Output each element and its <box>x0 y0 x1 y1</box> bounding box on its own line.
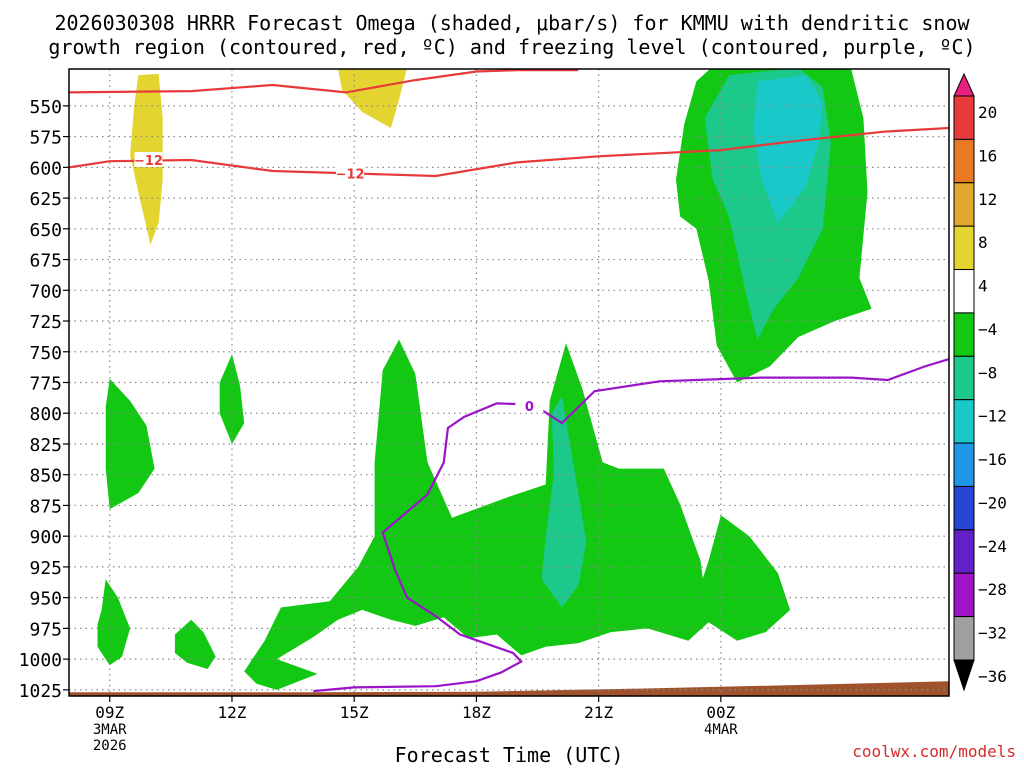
omega-region-yellow-15z <box>338 69 407 128</box>
plot-area: −12 −12 0 <box>69 69 949 696</box>
y-tick-label-875: 875 <box>29 496 62 517</box>
y-tick-label-600: 600 <box>29 158 62 179</box>
y-tick-label-675: 675 <box>29 251 62 272</box>
colorbar-segment-1 <box>953 95 975 140</box>
colorbar-label-4: 4 <box>978 277 988 296</box>
omega-region-teal-20z <box>541 396 587 608</box>
dgz-label-mid-bg <box>336 165 365 181</box>
omega-region-green-09z-lower <box>97 579 131 666</box>
x-tick-label-24-0: 00Z <box>706 703 735 722</box>
x-tick-label-15-0: 15Z <box>340 703 369 722</box>
y-tick-label-950: 950 <box>29 589 62 610</box>
colorbar-label-11: −28 <box>978 580 1007 599</box>
colorbar-label-1: 16 <box>978 146 997 165</box>
y-tick-label-975: 975 <box>29 619 62 640</box>
colorbar-segment-3 <box>953 182 975 227</box>
omega-region-green-0z-lower <box>696 515 791 641</box>
colorbar-segment-5 <box>953 269 975 314</box>
dgz-contour-upper <box>69 69 579 94</box>
y-tick-label-900: 900 <box>29 527 62 548</box>
freezing-level-contour <box>313 358 949 693</box>
colorbar-segment-8 <box>953 399 975 444</box>
colorbar-segment-13 <box>953 616 975 661</box>
credit-text: coolwx.com/models <box>852 742 1016 761</box>
colorbar-segment-11 <box>953 529 975 574</box>
colorbar-label-3: 8 <box>978 233 988 252</box>
colorbar-segment-6 <box>953 312 975 357</box>
colorbar-label-9: −20 <box>978 493 1007 512</box>
dgz-label-mid: −12 <box>336 168 365 183</box>
colorbar-label-10: −24 <box>978 537 1007 556</box>
chart-title-line1: 2026030308 HRRR Forecast Omega (shaded, … <box>54 11 970 35</box>
colorbar-label-6: −8 <box>978 363 997 382</box>
colorbar-segment-9 <box>953 442 975 487</box>
x-axis-label: Forecast Time (UTC) <box>395 743 624 767</box>
y-tick-label-625: 625 <box>29 189 62 210</box>
dgz-label-left: −12 <box>134 154 163 169</box>
dgz-contour-lower <box>69 126 949 178</box>
x-tick-label-21-0: 21Z <box>584 703 613 722</box>
x-tick-label-12-0: 12Z <box>218 703 247 722</box>
freezing-label: 0 <box>525 400 534 415</box>
x-tick-label-9-2: 2026 <box>93 738 127 754</box>
terrain-fill <box>69 681 949 696</box>
y-tick-label-850: 850 <box>29 466 62 487</box>
y-tick-label-750: 750 <box>29 343 62 364</box>
colorbar-segment-4 <box>953 225 975 271</box>
colorbar-label-7: −12 <box>978 407 1007 426</box>
colorbar-label-5: −4 <box>978 320 997 339</box>
colorbar-segment-12 <box>953 572 975 618</box>
dgz-label-left-bg <box>134 151 163 167</box>
y-tick-label-725: 725 <box>29 312 62 333</box>
colorbar-label-8: −16 <box>978 450 1007 469</box>
y-tick-label-650: 650 <box>29 220 62 241</box>
colorbar-segment-10 <box>953 485 975 531</box>
y-tick-label-1000: 1000 <box>19 650 62 671</box>
y-tick-label-550: 550 <box>29 97 62 118</box>
y-tick-label-925: 925 <box>29 558 62 579</box>
colorbar-label-2: 12 <box>978 190 997 209</box>
freezing-label-bg <box>515 397 544 413</box>
x-tick-label-18-0: 18Z <box>462 703 491 722</box>
colorbar-label-13: −36 <box>978 667 1007 686</box>
chart-title-line2: growth region (contoured, red, ºC) and f… <box>48 35 975 59</box>
x-tick-label-24-1: 4MAR <box>704 722 738 738</box>
y-tick-label-775: 775 <box>29 374 62 395</box>
x-tick-label-9-1: 3MAR <box>93 722 127 738</box>
y-tick-label-1025: 1025 <box>19 681 62 702</box>
colorbar-segment-2 <box>953 138 975 184</box>
omega-region-green-11z <box>174 619 216 669</box>
colorbar-segment-7 <box>953 355 975 401</box>
colorbar-top-arrow <box>953 72 975 97</box>
x-tick-label-9-0: 09Z <box>95 703 124 722</box>
colorbar-label-12: −32 <box>978 624 1007 643</box>
y-tick-label-575: 575 <box>29 128 62 149</box>
y-tick-label-700: 700 <box>29 281 62 302</box>
colorbar-bottom-arrow <box>953 659 975 692</box>
colorbar-label-0: 20 <box>978 103 997 122</box>
y-tick-label-825: 825 <box>29 435 62 456</box>
y-tick-label-800: 800 <box>29 404 62 425</box>
omega-region-cyan-upper-right <box>753 75 823 223</box>
